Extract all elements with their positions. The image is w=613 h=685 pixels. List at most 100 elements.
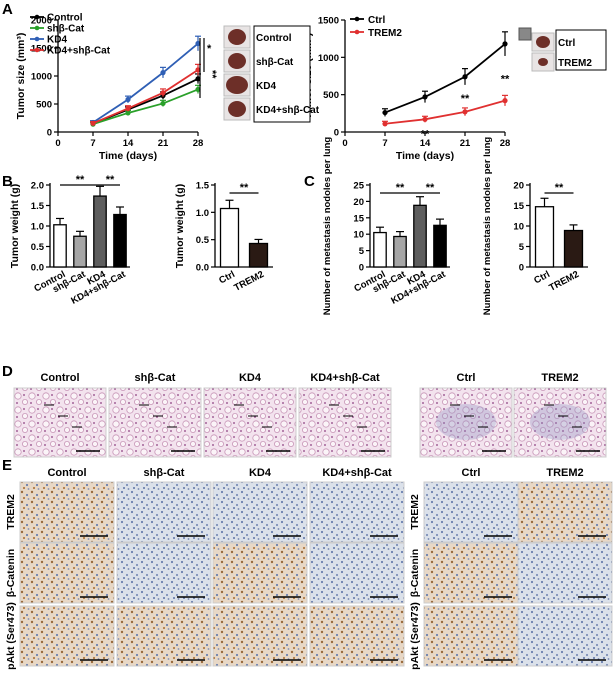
y-tick-label: 1000 (31, 72, 52, 83)
y-tick-label: 1.0 (196, 208, 209, 219)
data-point (125, 96, 131, 103)
panel-letter-a: A (2, 1, 13, 18)
sig-star: ** (555, 182, 564, 194)
histology-column-label: KD4 (239, 372, 262, 384)
ihc-row-label-left: TREM2 (5, 494, 17, 530)
x-tick-label: 21 (460, 138, 471, 149)
y-tick-label: 0.0 (196, 263, 209, 274)
bar (219, 207, 240, 268)
ihc-row-label-right: TREM2 (409, 494, 421, 530)
y-tick-label: 1500 (31, 44, 52, 55)
y-tick-label: 1.0 (31, 222, 44, 233)
x-tick-label: 28 (500, 138, 511, 149)
series-line (92, 42, 199, 124)
y-tick-label: 500 (36, 100, 52, 111)
data-point (382, 109, 388, 116)
y-tick-label: 0.0 (31, 263, 44, 274)
ihc-column-label: KD4+shβ-Cat (322, 467, 392, 479)
ihc-row-label-right: pAkt (Ser473) (409, 602, 421, 670)
tumor-image (228, 29, 246, 45)
tumor-photo-strip-left: Control shβ-Cat KD4 KD4+shβ-Cat (223, 25, 320, 123)
panel-letter-e: E (2, 457, 12, 474)
bar (393, 235, 407, 268)
data-point (422, 94, 428, 100)
x-category-label: TREM2 (232, 269, 266, 294)
y-tick-label: 500 (323, 90, 339, 101)
ihc-column-label: Ctrl (462, 467, 481, 479)
ihc-row-label-right: β-Catenin (409, 549, 421, 597)
ihc-column-label: Control (47, 467, 86, 479)
y-tick-label: 0 (359, 263, 364, 274)
ihc-image (423, 542, 519, 604)
sig-star: ** (501, 74, 510, 86)
legend-marker (354, 16, 360, 22)
tumor-nodule (436, 404, 496, 440)
ihc-row-label-left: β-Catenin (5, 549, 17, 597)
data-point (462, 109, 468, 115)
histology-column-label: Ctrl (457, 372, 476, 384)
bar (433, 224, 447, 268)
ihc-image (517, 605, 613, 667)
sig-star: ** (76, 174, 85, 186)
y-tick-label: 1.5 (196, 181, 210, 192)
ihc-image (423, 481, 519, 543)
legend-label: Control (47, 13, 83, 24)
ihc-image (517, 481, 613, 543)
data-point (502, 41, 508, 47)
photo-frame (253, 25, 311, 123)
sig-star: ** (421, 128, 430, 140)
bar (413, 204, 427, 268)
y-axis-title: Number of metastasis nodoles per lung (482, 137, 493, 316)
tumor-photo-strip-right: Ctrl TREM2 (518, 27, 607, 72)
ihc-image (212, 542, 308, 604)
y-tick-label: 2.0 (31, 181, 44, 192)
ihc-image (423, 605, 519, 667)
data-point (125, 110, 131, 116)
series-line (384, 99, 506, 125)
histology-image (298, 387, 392, 458)
ihc-image (212, 481, 308, 543)
sig-star: ** (426, 182, 435, 194)
y-tick-label: 5 (359, 246, 365, 257)
bar (73, 235, 87, 268)
y-axis-title: Tumor weight (g) (174, 184, 186, 268)
y-axis-title: Tumor weight (g) (9, 184, 21, 268)
y-tick-label: 0.5 (196, 235, 210, 246)
y-tick-label: 20 (513, 181, 524, 192)
data-point (160, 70, 166, 76)
data-point (422, 116, 428, 122)
sig-star: ** (396, 182, 405, 194)
histology-image (203, 387, 297, 458)
tumor-nodule (530, 404, 590, 440)
legend-label: shβ-Cat (47, 24, 85, 35)
y-tick-label: 10 (513, 222, 524, 233)
y-tick-label: 1500 (318, 16, 339, 27)
ihc-column-label: KD4 (249, 467, 272, 479)
x-axis-title: Time (days) (99, 150, 157, 162)
data-point (195, 86, 201, 93)
histology-image (108, 387, 202, 458)
photo-frame (555, 29, 607, 71)
series-line (384, 43, 506, 114)
y-tick-label: 0 (519, 263, 524, 274)
ihc-image (116, 605, 212, 667)
data-point (195, 40, 201, 47)
tumor-photo-label: Control (256, 33, 292, 44)
x-tick-label: 0 (342, 138, 347, 149)
sig-star: ** (106, 174, 115, 186)
data-point (125, 105, 131, 112)
ihc-image (517, 542, 613, 604)
tumor-photo-label: shβ-Cat (256, 57, 294, 68)
histology-column-label: shβ-Cat (135, 372, 176, 384)
y-tick-label: 0 (334, 128, 339, 139)
data-point (382, 121, 388, 127)
bar (93, 195, 107, 268)
ihc-column-label: TREM2 (546, 467, 583, 479)
tumor-photo-label: TREM2 (558, 58, 592, 69)
panel-letter-b: B (2, 173, 13, 190)
series-line (92, 69, 199, 125)
x-tick-label: 14 (420, 138, 431, 149)
ihc-image (309, 481, 405, 543)
